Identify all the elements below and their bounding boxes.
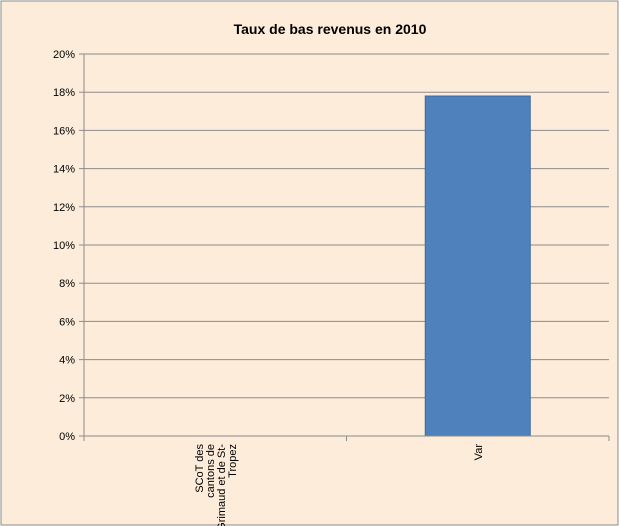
bar xyxy=(424,95,531,437)
y-tick-label: 10% xyxy=(53,240,75,252)
y-tick-label: 8% xyxy=(59,278,75,290)
chart-title: Taux de bas revenus en 2010 xyxy=(234,21,427,37)
y-tick-labels: 0% 2% 4% 6% 8% 10% 12% 14% 16% 18% 20% xyxy=(53,49,75,443)
y-tick-label: 16% xyxy=(53,125,75,137)
x-tick-label-line: Grimaud et de St- xyxy=(216,444,228,526)
y-tick-label: 20% xyxy=(53,49,75,61)
x-tick-label-line: Var xyxy=(473,444,485,461)
y-tick-label: 4% xyxy=(59,355,75,367)
y-tick-label: 6% xyxy=(59,316,75,328)
y-tick-label: 14% xyxy=(53,164,75,176)
x-tick-labels: SCoT des cantons de Grimaud et de St- Trope… xyxy=(194,444,485,526)
y-tick-label: 12% xyxy=(53,202,75,214)
y-tick-label: 0% xyxy=(59,431,75,443)
x-tick-label: SCoT des cantons de Grimaud et de St- Trope… xyxy=(194,444,239,526)
axes xyxy=(79,53,610,441)
y-tick-label: 2% xyxy=(59,393,75,405)
x-tick-label: Var xyxy=(473,444,485,461)
x-tick-label-line: Tropez xyxy=(227,444,239,478)
y-tick-label: 18% xyxy=(53,87,75,99)
bars xyxy=(424,95,531,437)
x-tick-label-line: SCoT des xyxy=(194,444,206,493)
x-tick-label-line: cantons de xyxy=(205,444,217,498)
